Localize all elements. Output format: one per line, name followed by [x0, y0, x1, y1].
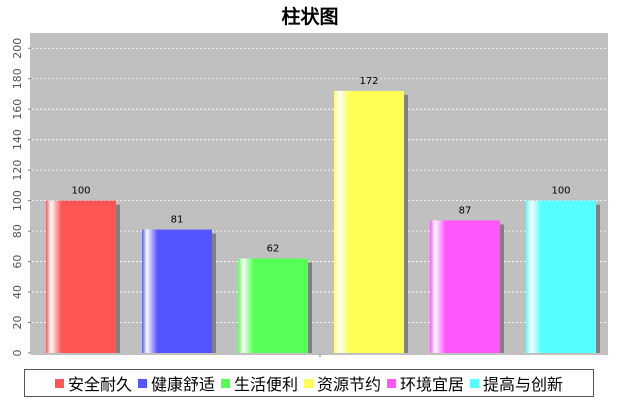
legend-item: 安全耐久 — [54, 371, 132, 395]
bar — [525, 200, 597, 353]
bar — [45, 200, 117, 353]
legend-swatch — [470, 378, 480, 388]
gridlines — [32, 47, 608, 323]
legend-swatch — [220, 378, 230, 388]
data-labels: 100 81 62 172 87 100 — [71, 76, 570, 255]
legend-item: 提高与创新 — [470, 371, 563, 395]
legend-item: 生活便利 — [220, 371, 298, 395]
y-axis: 0 20 40 60 80 100 120 140 160 180 200 — [11, 33, 32, 357]
bar-value-label: 100 — [551, 186, 570, 197]
legend-item: 健康舒适 — [137, 371, 215, 395]
y-tick-label: 140 — [11, 129, 24, 150]
y-tick-label: 80 — [11, 224, 24, 238]
legend-label: 资源节约 — [317, 375, 382, 394]
bar — [237, 258, 309, 353]
bar-value-label: 87 — [459, 205, 472, 216]
bar — [333, 90, 405, 354]
legend-label: 提高与创新 — [483, 375, 564, 394]
y-tick-label: 120 — [11, 160, 24, 181]
chart-title: 柱状图 — [281, 6, 339, 28]
legend-label: 健康舒适 — [150, 375, 215, 394]
bar-value-label: 81 — [171, 215, 184, 226]
legend-item: 资源节约 — [304, 371, 381, 395]
legend-swatch — [137, 378, 147, 388]
y-tick-label: 180 — [11, 68, 24, 89]
bars — [45, 90, 601, 354]
bar-value-label: 62 — [267, 244, 280, 255]
x-axis — [31, 353, 608, 357]
y-tick-label: 200 — [11, 38, 24, 59]
y-tick-label: 0 — [11, 350, 24, 357]
y-tick-label: 160 — [11, 99, 24, 120]
legend-label: 安全耐久 — [67, 375, 132, 394]
legend-swatch — [387, 378, 397, 388]
y-tick-label: 60 — [11, 255, 24, 269]
y-tick-label: 20 — [11, 316, 24, 330]
legend-label: 生活便利 — [233, 375, 298, 394]
bar — [141, 229, 213, 353]
bar-value-label: 100 — [71, 186, 90, 197]
plot-area — [32, 33, 608, 353]
legend-label: 环境宜居 — [400, 375, 465, 394]
y-tick-label: 100 — [11, 190, 24, 211]
bar-value-label: 172 — [359, 76, 378, 87]
legend-item: 环境宜居 — [387, 371, 464, 395]
y-tick-label: 40 — [11, 285, 24, 299]
bar — [429, 220, 501, 353]
legend: 安全耐久 健康舒适 生活便利 资源节约 环境宜居 提高与创新 — [24, 369, 594, 397]
legend-swatch — [304, 378, 313, 388]
legend-swatch — [54, 378, 64, 388]
